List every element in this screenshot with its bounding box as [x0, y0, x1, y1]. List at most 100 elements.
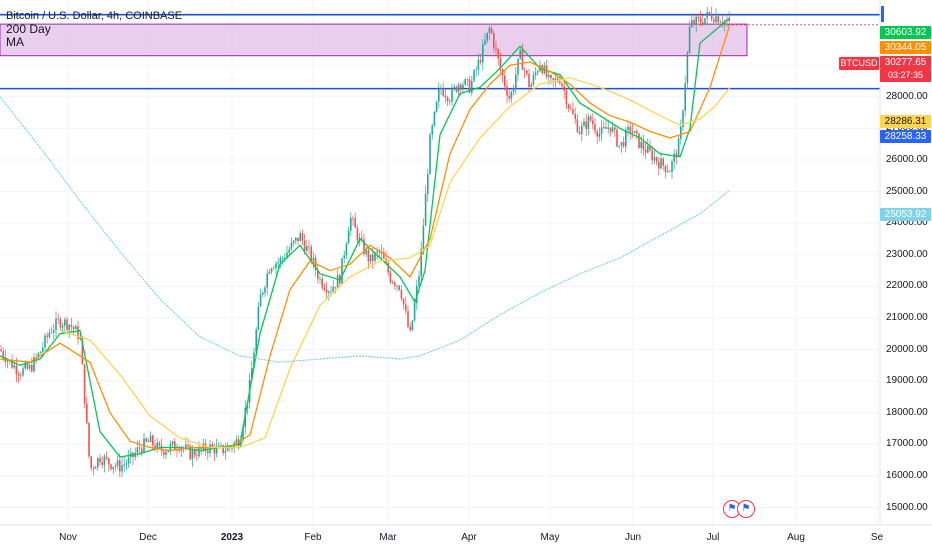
candle-body — [354, 218, 356, 228]
candle-body — [521, 50, 524, 70]
candle-body — [706, 12, 708, 19]
candle-body — [493, 32, 495, 48]
candle-body — [389, 272, 392, 282]
candle-body — [400, 289, 403, 299]
candle-body — [273, 268, 275, 269]
candle-body — [376, 251, 378, 253]
candle-body — [306, 246, 308, 251]
candle-body — [97, 458, 99, 468]
candle-body — [435, 101, 438, 112]
candle-body — [402, 298, 405, 305]
candle-body — [592, 120, 594, 125]
candle-body — [123, 464, 125, 466]
candle-body — [523, 69, 526, 71]
candle-body — [728, 19, 730, 22]
candle-body — [715, 16, 717, 23]
candle-body — [160, 445, 163, 452]
indicator-label-ma[interactable]: MA — [6, 35, 24, 49]
candle-body — [636, 131, 638, 134]
candle-body — [66, 319, 68, 330]
candle-body — [0, 349, 2, 351]
candle-body — [578, 132, 581, 134]
candle-body — [189, 445, 191, 460]
candle-body — [372, 254, 374, 261]
candle-body — [336, 275, 339, 288]
candle-body — [462, 84, 464, 89]
candle-body — [614, 127, 616, 130]
candle-body — [620, 142, 623, 146]
candle-body — [198, 447, 200, 457]
candle-body — [191, 450, 194, 460]
candle-body — [686, 52, 689, 84]
candle-body — [691, 19, 693, 27]
candle-body — [433, 111, 436, 126]
candle-body — [116, 460, 119, 466]
candle-body — [37, 353, 40, 358]
candle-body — [519, 50, 521, 59]
price-axis-label: 18000.00 — [886, 406, 928, 418]
candle-body — [6, 360, 9, 362]
candle-body — [719, 22, 722, 23]
candle-body — [343, 255, 345, 259]
candle-body — [387, 262, 389, 273]
candle-body — [605, 127, 607, 129]
candle-body — [512, 88, 515, 93]
candle-body — [680, 126, 682, 139]
candle-body — [121, 465, 123, 472]
candle-body — [88, 422, 90, 457]
candle-body — [59, 319, 62, 328]
candle-body — [552, 77, 554, 80]
time-axis-label: Aug — [787, 532, 805, 543]
candle-body — [420, 248, 422, 277]
candle-body — [633, 131, 636, 134]
candle-body — [561, 83, 563, 87]
candle-body — [110, 464, 112, 470]
candle-body — [651, 150, 653, 161]
candle-body — [53, 330, 55, 333]
us-flag-event-icon[interactable]: ⚑ — [723, 500, 741, 518]
candle-body — [697, 16, 700, 18]
price-tag: 28286.31 — [880, 115, 931, 128]
candle-body — [270, 268, 273, 272]
candle-body — [570, 108, 572, 110]
candle-body — [567, 104, 570, 109]
price-axis-label: 21000.00 — [886, 311, 928, 323]
candle-body — [86, 403, 88, 423]
candle-body — [488, 28, 491, 33]
candle-body — [611, 127, 614, 132]
price-axis-label: 19000.00 — [886, 375, 928, 387]
candle-body — [548, 75, 550, 77]
time-axis-label: 2023 — [220, 532, 244, 543]
candle-body — [323, 287, 326, 290]
candle-body — [332, 286, 334, 292]
candle-body — [288, 249, 290, 253]
candle-body — [286, 252, 288, 259]
candle-body — [409, 326, 411, 331]
horizontal-levels — [0, 13, 880, 90]
candle-body — [299, 233, 301, 242]
candle-body — [158, 442, 161, 446]
candle-body — [453, 86, 455, 89]
candle-body — [677, 138, 680, 157]
candle-body — [35, 357, 37, 358]
price-tag: 25053.92 — [880, 208, 931, 221]
candle-body — [526, 70, 528, 74]
price-axis-label: 20000.00 — [886, 343, 928, 355]
candle-body — [136, 447, 139, 453]
candle-body — [695, 16, 697, 25]
candle-body — [279, 258, 282, 263]
time-axis-label: Apr — [461, 532, 477, 543]
candle-body — [251, 368, 253, 380]
price-axis-label: 16000.00 — [886, 469, 928, 481]
candle-body — [563, 86, 565, 91]
candle-body — [662, 158, 664, 166]
candle-body — [673, 153, 675, 162]
candle-body — [398, 285, 400, 290]
us-flag-event-icon[interactable]: ⚑ — [737, 500, 755, 518]
candle-body — [495, 47, 497, 50]
candle-body — [154, 445, 156, 450]
candle-body — [684, 83, 686, 111]
indicator-label-200-day[interactable]: 200 Day — [6, 22, 51, 36]
symbol-tag: BTCUSD — [839, 57, 879, 70]
